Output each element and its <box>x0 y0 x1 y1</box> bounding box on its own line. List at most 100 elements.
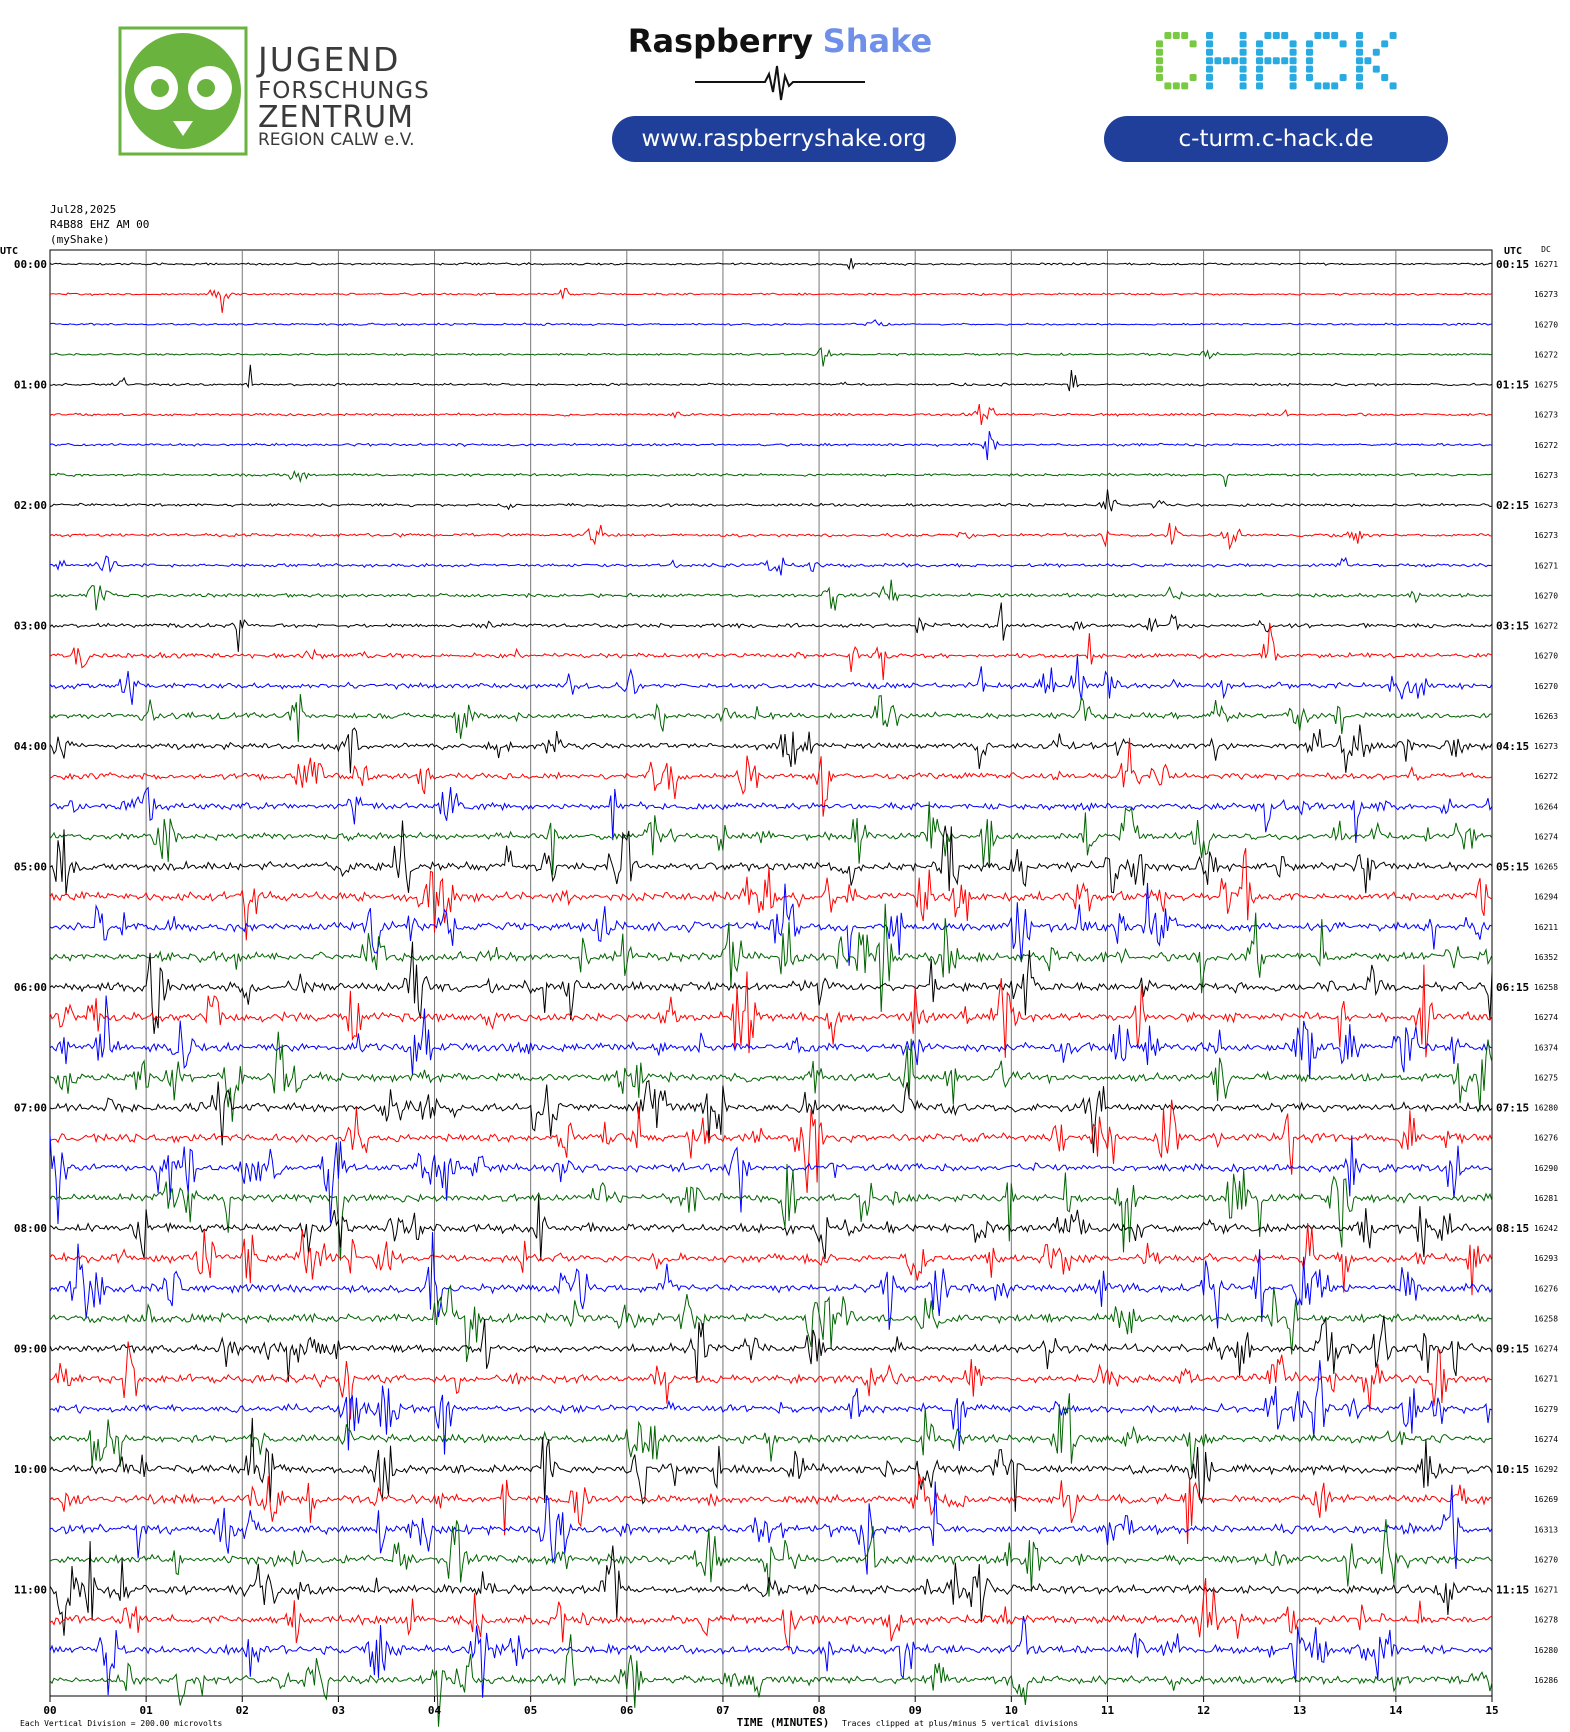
dc-offset-label: 16271 <box>1534 1586 1558 1595</box>
dc-offset-label: 16273 <box>1534 501 1558 510</box>
dc-offset-label: 16313 <box>1534 1525 1558 1534</box>
x-tick-label: 10 <box>1005 1704 1018 1717</box>
raspberryshake-url-link[interactable]: www.raspberryshake.org <box>612 116 956 162</box>
x-tick-label: 13 <box>1293 1704 1306 1717</box>
right-hour-label: 06:15 <box>1496 981 1529 994</box>
chack-logo <box>1156 32 1397 90</box>
trace-line <box>49 622 1493 681</box>
dc-offset-label: 16258 <box>1534 983 1558 992</box>
trace-line <box>49 1341 1493 1420</box>
record-date: Jul28,2025 <box>50 203 117 216</box>
right-axis-label: UTC <box>1504 246 1522 257</box>
jfz-owl-icon <box>118 26 248 156</box>
trace-line <box>49 1232 1493 1330</box>
jfz-logo: JUGEND FORSCHUNGS ZENTRUM REGION CALW e.… <box>118 26 430 166</box>
chack-letter-a <box>1256 32 1297 90</box>
trace-line <box>49 903 1493 1012</box>
trace-line <box>49 1634 1493 1727</box>
trace-line <box>49 522 1493 551</box>
left-hour-label: 04:00 <box>14 740 47 753</box>
x-tick-label: 02 <box>236 1704 249 1717</box>
dc-offset-label: 16264 <box>1534 802 1558 811</box>
vertical-division-note: Each Vertical Division = 200.00 microvol… <box>20 1719 222 1728</box>
dc-offset-label: 16270 <box>1534 591 1558 600</box>
dc-offset-label: 16271 <box>1534 260 1558 269</box>
chack-letter-k <box>1356 32 1397 90</box>
station-code: R4B88 EHZ AM 00 <box>50 218 150 231</box>
dc-offset-label: 16270 <box>1534 682 1558 691</box>
trace-line <box>49 941 1493 1034</box>
dc-offset-label: 16276 <box>1534 1134 1558 1143</box>
dc-offset-label: 16292 <box>1534 1465 1558 1474</box>
trace-line <box>49 737 1493 817</box>
left-hour-label: 03:00 <box>14 620 47 633</box>
data-source: (myShake) <box>50 233 110 246</box>
trace-line <box>49 319 1493 327</box>
trace-line <box>49 801 1493 876</box>
dc-offset-label: 16273 <box>1534 471 1558 480</box>
trace-line <box>49 1194 1493 1261</box>
left-hour-label: 07:00 <box>14 1102 47 1115</box>
x-tick-label: 09 <box>909 1704 922 1717</box>
dc-offset-label: 16276 <box>1534 1284 1558 1293</box>
dc-offset-label: 16279 <box>1534 1405 1558 1414</box>
dc-offset-label: 16280 <box>1534 1104 1558 1113</box>
right-hour-label: 02:15 <box>1496 499 1529 512</box>
trace-line <box>49 1315 1493 1383</box>
trace-line <box>49 1481 1493 1575</box>
dc-offset-label: 16273 <box>1534 742 1558 751</box>
dc-offset-label: 16273 <box>1534 290 1558 299</box>
trace-line <box>49 1099 1493 1193</box>
left-hour-label: 09:00 <box>14 1343 47 1356</box>
seismic-wave-icon <box>695 65 865 101</box>
x-tick-label: 01 <box>140 1704 154 1717</box>
trace-line <box>49 602 1493 652</box>
trace-line <box>49 364 1493 392</box>
chack-letter-c <box>1306 32 1347 90</box>
left-hour-label: 00:00 <box>14 258 47 271</box>
trace-line <box>49 964 1493 1058</box>
trace-line <box>49 430 1493 461</box>
trace-line <box>49 694 1493 742</box>
right-hour-label: 10:15 <box>1496 1463 1529 1476</box>
dc-offset-label: 16272 <box>1534 441 1558 450</box>
dc-offset-label: 16281 <box>1534 1194 1558 1203</box>
trace-line <box>49 1393 1493 1473</box>
trace-line <box>49 1417 1493 1512</box>
dc-offset-label: 16274 <box>1534 1013 1558 1022</box>
jfz-text-line1: JUGEND <box>258 40 401 79</box>
dc-offset-label: 16271 <box>1534 1375 1558 1384</box>
dc-offset-label: 16272 <box>1534 772 1558 781</box>
dc-offset-label: 16274 <box>1534 1435 1558 1444</box>
trace-line <box>49 1578 1493 1651</box>
dc-offset-label: 16242 <box>1534 1224 1558 1233</box>
x-tick-label: 08 <box>812 1704 825 1717</box>
chack-letter-h <box>1206 32 1247 90</box>
dc-offset-label: 16280 <box>1534 1646 1558 1655</box>
dc-offset-label: 16275 <box>1534 381 1558 390</box>
helicorder-plot: 16271 16273 16270 16272 16275 16273 16272 16273… <box>0 245 1558 1729</box>
dc-offset-label: 16270 <box>1534 320 1558 329</box>
trace-line <box>49 258 1493 271</box>
trace-line <box>49 655 1493 705</box>
jfz-text-line2: FORSCHUNGS <box>258 78 430 104</box>
trace-line <box>49 1079 1493 1154</box>
trace-line <box>49 1519 1493 1597</box>
dc-offset-label: 16293 <box>1534 1254 1558 1263</box>
trace-line <box>49 995 1493 1079</box>
trace-line <box>49 579 1493 611</box>
dc-offset-label: 16270 <box>1534 652 1558 661</box>
trace-line <box>49 724 1493 774</box>
dc-offset-label: 16273 <box>1534 531 1558 540</box>
x-tick-label: 14 <box>1389 1704 1403 1717</box>
chack-url-link[interactable]: c-turm.c-hack.de <box>1104 116 1448 162</box>
dc-offset-label: 16294 <box>1534 893 1558 902</box>
dc-offset-label: 16374 <box>1534 1043 1558 1052</box>
trace-line <box>49 1473 1493 1545</box>
x-tick-label: 05 <box>524 1704 537 1717</box>
trace-line <box>49 1163 1493 1261</box>
right-hour-label: 09:15 <box>1496 1343 1529 1356</box>
rs-logo-word1: Raspberry <box>627 22 814 60</box>
left-hour-label: 08:00 <box>14 1222 47 1235</box>
trace-line <box>49 288 1493 313</box>
